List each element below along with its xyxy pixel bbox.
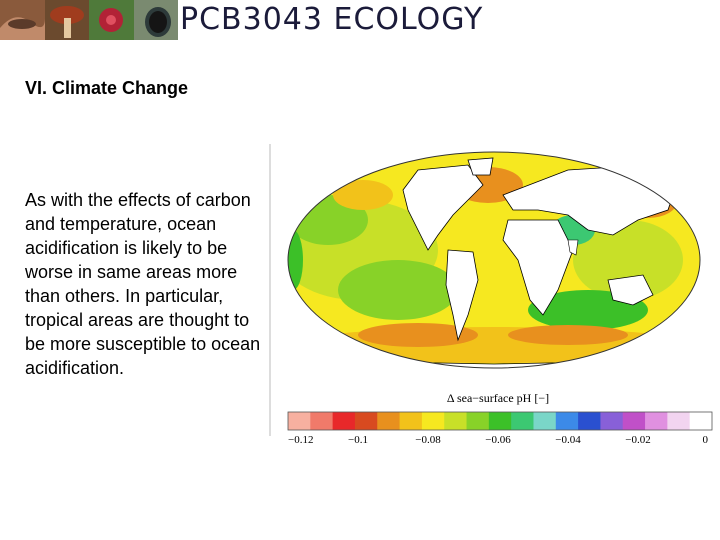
colorbar [288, 412, 713, 430]
colorbar-swatch [377, 412, 401, 430]
colorbar-tick-label: −0.06 [485, 434, 511, 446]
red-flower-photo [89, 0, 134, 40]
colorbar-tick-label: −0.02 [625, 434, 650, 446]
body-paragraph: As with the effects of carbon and temper… [25, 190, 261, 378]
section-heading: VI. Climate Change [25, 78, 189, 98]
colorbar-swatch [622, 412, 646, 430]
colorbar-swatch [310, 412, 334, 430]
colorbar-tick-label: −0.1 [348, 434, 368, 446]
colorbar-swatch [689, 412, 713, 430]
beetle-photo [133, 0, 178, 40]
colorbar-swatch [488, 412, 512, 430]
colorbar-swatch [399, 412, 423, 430]
header-photo-strip [0, 0, 178, 40]
colorbar-swatch [288, 412, 311, 430]
colorbar-tick-label: −0.08 [415, 434, 441, 446]
colorbar-tick-label: −0.04 [555, 434, 581, 446]
colorbar-swatch [555, 412, 579, 430]
colorbar-swatch [578, 412, 601, 430]
colorbar-swatch [354, 412, 378, 430]
colorbar-swatch [511, 412, 534, 430]
colorbar-ticks: −0.12 −0.1 −0.08 −0.06 −0.04 −0.02 0 [288, 434, 709, 446]
course-title: PCB3043 ECOLOGY [180, 2, 484, 37]
mushroom-photo [44, 0, 89, 40]
colorbar-tick-label: 0 [703, 434, 709, 446]
colorbar-swatch [533, 412, 557, 430]
colorbar-swatch [332, 412, 356, 430]
ocean-acidification-map-figure: Δ sea−surface pH [−] −0.12 −0.1 −0.08 −0.06… [268, 140, 720, 450]
world-map [288, 152, 700, 368]
colorbar-swatch [667, 412, 691, 430]
colorbar-swatch [421, 412, 445, 430]
colorbar-swatch [444, 412, 468, 430]
colorbar-swatch [466, 412, 490, 430]
colorbar-swatch [600, 412, 624, 430]
colorbar-label: Δ sea−surface pH [−] [447, 391, 549, 405]
colorbar-swatch [645, 412, 668, 430]
colorbar-tick-label: −0.12 [288, 434, 313, 446]
lizard-photo [0, 0, 45, 40]
